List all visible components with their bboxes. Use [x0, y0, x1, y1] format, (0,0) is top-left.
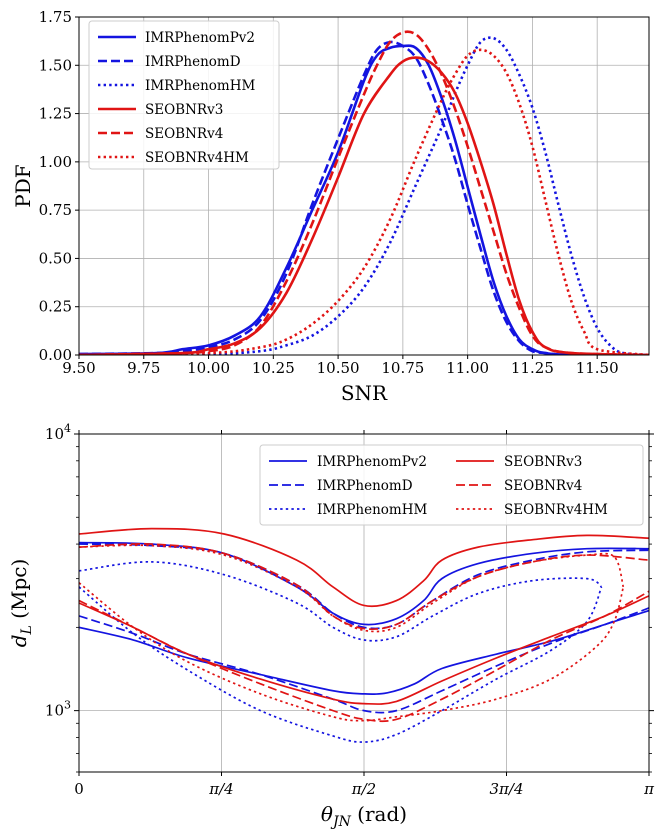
x-tick-label: 9.50	[62, 359, 95, 377]
contour-upper-imrphenomhm	[79, 560, 603, 642]
contour-lower-imrphenompv2	[79, 609, 649, 695]
y-tick-label: 0.50	[39, 249, 72, 267]
y-tick-label: 1.00	[39, 153, 72, 171]
x-tick-label: 10.75	[381, 359, 424, 377]
y-tick-label: 0.00	[39, 346, 72, 364]
legend-label: IMRPhenomPv2	[317, 454, 427, 470]
x-tick-label: 10.50	[317, 359, 360, 377]
pdf-plot-frame	[78, 16, 650, 356]
legend-label: SEOBNRv4	[504, 478, 582, 494]
legend-frame	[259, 444, 644, 526]
x-tick-label: 3π/4	[490, 780, 524, 798]
contour-upper-seobnrv3	[79, 527, 649, 608]
legend-label: IMRPhenomPv2	[145, 30, 255, 46]
legend-label: SEOBNRv3	[504, 454, 582, 470]
x-tick-label: 11.00	[446, 359, 489, 377]
x-tick-label: 11.25	[511, 359, 554, 377]
legend-label: IMRPhenomHM	[145, 78, 255, 94]
y-tick-label: 103	[45, 699, 71, 720]
series-line-imrphenomd	[79, 40, 649, 355]
legend-frame	[88, 20, 280, 170]
x-axis-label: SNR	[341, 381, 388, 405]
x-tick-label: 9.75	[127, 359, 160, 377]
contour-lower-seobnrv4	[79, 590, 649, 723]
contour-upper-imrphenompv2	[79, 541, 649, 626]
x-axis-label: θJN (rad)	[321, 802, 407, 830]
x-tick-label: π	[643, 780, 655, 798]
x-tick-label: π/4	[208, 780, 233, 798]
dl-plot-frame	[78, 433, 650, 773]
pdf-legend: IMRPhenomPv2 IMRPhenomD IMRPhenomHM SEOBNRv…	[88, 20, 280, 170]
y-tick-label: 0.75	[39, 201, 72, 219]
x-tick-label: 10.25	[252, 359, 295, 377]
contour-upper-seobnrv4hm	[79, 544, 625, 633]
x-tick-label: 10.00	[187, 359, 230, 377]
x-tick-label: 11.50	[576, 359, 619, 377]
legend-label: IMRPhenomHM	[317, 502, 427, 518]
y-tick-label: 1.50	[39, 56, 72, 74]
contour-lower-seobnrv4hm	[79, 582, 625, 722]
y-tick-label: 1.75	[39, 8, 72, 26]
y-tick-label: 0.25	[39, 298, 72, 316]
x-tick-label: π/2	[351, 780, 376, 798]
pdf-series-group	[79, 30, 649, 355]
series-line-seobnrv4hm	[79, 48, 649, 355]
y-axis-label: dL (Mpc)	[7, 559, 35, 648]
legend-label: IMRPhenomD	[317, 478, 413, 494]
pdf-chart: 9.50 9.75 10.00 10.25 10.50 10.75 11.00 11.25 11…	[11, 8, 650, 405]
contour-upper-seobnrv4	[79, 543, 649, 631]
legend-label: IMRPhenomD	[145, 54, 241, 70]
legend-label: SEOBNRv4HM	[145, 150, 249, 166]
series-line-imrphenompv2	[79, 44, 649, 355]
contour-series-group	[79, 527, 649, 743]
series-line-seobnrv4	[79, 30, 649, 355]
dl-legend: IMRPhenomPv2 IMRPhenomD IMRPhenomHM SEOBNRv…	[259, 444, 644, 526]
legend-label: SEOBNRv4	[145, 126, 223, 142]
distance-inclination-chart: 0 π/4 π/2 3π/4 π 103 104 θJN (rad) dL (Mpc) IMRPh…	[7, 422, 655, 830]
y-tick-label: 104	[45, 422, 71, 443]
legend-label: SEOBNRv3	[145, 102, 223, 118]
y-axis-label: PDF	[11, 164, 35, 207]
x-tick-label: 0	[74, 780, 84, 798]
contour-lower-imrphenomhm	[79, 586, 603, 743]
legend-label: SEOBNRv4HM	[504, 502, 608, 518]
y-tick-label: 1.25	[39, 105, 72, 123]
